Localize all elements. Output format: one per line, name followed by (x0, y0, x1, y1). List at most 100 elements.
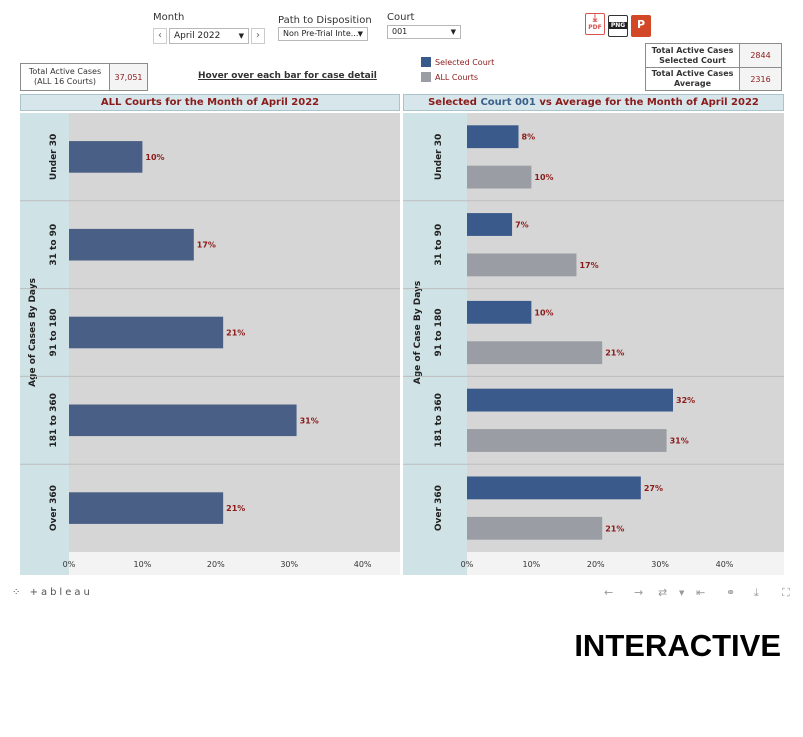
x-tick-label: 0% (461, 560, 474, 569)
bar (467, 125, 519, 149)
right-bar-chart: Age of Case By Days Under 30 8% 10% 31 to 90… (403, 113, 784, 575)
y-axis-title: Age of Cases By Days (28, 278, 38, 387)
month-dropdown-value: April 2022 (174, 31, 221, 41)
kpi-all-value: 37,051 (109, 64, 147, 90)
right-title-suffix: vs Average for the Month of April 2022 (535, 97, 759, 108)
path-dropdown[interactable]: Non Pre-Trial Inte... ▼ (278, 27, 368, 41)
bar-value-label: 21% (226, 504, 245, 513)
category-label: Under 30 (434, 134, 444, 180)
month-next-button[interactable]: › (251, 28, 265, 44)
x-tick-label: 10% (134, 560, 152, 569)
right-title-court: Court 001 (480, 97, 536, 108)
bar (69, 316, 224, 349)
tableau-brand: +ableau (29, 587, 93, 598)
x-tick-label: 30% (651, 560, 669, 569)
bar-value-label: 31% (300, 416, 319, 425)
bar-value-label: 10% (145, 153, 164, 162)
bar-value-label: 8% (522, 133, 536, 142)
legend-swatch-selected (421, 57, 431, 67)
download-icon[interactable]: ⤓ (754, 586, 759, 599)
revert-dropdown-icon[interactable]: ▼ (679, 589, 685, 597)
bar-value-label: 21% (605, 524, 624, 533)
x-tick-label: 20% (207, 560, 225, 569)
bar (467, 516, 603, 540)
bar (467, 476, 641, 500)
y-axis-band (20, 113, 69, 575)
x-axis-band (467, 552, 784, 575)
month-filter-label: Month (153, 12, 185, 23)
bar (69, 404, 297, 437)
bar-value-label: 7% (515, 221, 529, 230)
redo-icon[interactable]: → (634, 586, 644, 599)
interactive-banner: INTERACTIVE (574, 628, 781, 663)
kpi-average-value: 2316 (739, 68, 781, 90)
kpi-selected-average: Total Active Cases Selected Court 2844 T… (645, 43, 782, 91)
bar (69, 492, 224, 524)
bar-value-label: 31% (670, 436, 689, 445)
tableau-logo[interactable]: ⁘ +ableau (12, 587, 93, 598)
bar-value-label: 27% (644, 484, 663, 493)
reset-icon[interactable]: ⇤ (696, 586, 706, 599)
kpi-all-courts: Total Active Cases (ALL 16 Courts) 37,05… (20, 63, 148, 91)
bar-value-label: 17% (197, 241, 216, 250)
left-panel-title: ALL Courts for the Month of April 2022 (20, 94, 400, 111)
kpi-selected-label-1: Total Active Cases (651, 45, 734, 55)
pdf-label: PDF (588, 24, 602, 31)
category-label: 91 to 180 (49, 308, 59, 356)
bar-value-label: 10% (534, 308, 553, 317)
bar (467, 300, 532, 324)
category-label: 31 to 90 (434, 224, 444, 266)
category-label: 31 to 90 (49, 224, 59, 266)
powerpoint-export-icon[interactable]: P (631, 15, 651, 37)
revert-icon[interactable]: ⇄ (658, 586, 668, 599)
y-axis-band (403, 113, 467, 575)
left-bar-chart: Age of Cases By Days Under 30 10% 31 to 90 1… (20, 113, 400, 575)
fullscreen-icon[interactable]: ⛶ (782, 586, 790, 599)
x-tick-label: 40% (716, 560, 734, 569)
right-title-prefix: Selected (428, 97, 481, 108)
x-tick-label: 40% (354, 560, 372, 569)
path-filter-label: Path to Disposition (278, 15, 372, 26)
y-axis-title: Age of Case By Days (413, 281, 423, 385)
legend-all-courts[interactable]: ALL Courts (421, 72, 478, 82)
chevron-down-icon: ▼ (238, 32, 244, 40)
chevron-down-icon: ▼ (450, 28, 456, 36)
legend-label-all: ALL Courts (435, 72, 479, 82)
ppt-label: P (636, 18, 646, 31)
category-label: Over 360 (49, 485, 59, 531)
path-dropdown-value: Non Pre-Trial Inte... (283, 29, 359, 38)
bar (467, 213, 513, 236)
bar (69, 228, 194, 261)
category-label: 181 to 360 (434, 393, 444, 447)
legend-selected-court[interactable]: Selected Court (421, 57, 494, 67)
share-icon[interactable]: ⚭ (726, 586, 736, 599)
pdf-export-icon[interactable]: ⤓ PDF (585, 13, 605, 35)
undo-icon[interactable]: ← (604, 586, 614, 599)
kpi-all-label-1: Total Active Cases (28, 67, 102, 76)
bar-value-label: 21% (605, 349, 624, 358)
bar (467, 165, 532, 189)
bar (467, 429, 667, 452)
bar (467, 253, 577, 277)
bar-value-label: 10% (534, 173, 553, 182)
kpi-selected-value: 2844 (739, 44, 781, 68)
category-label: Under 30 (49, 134, 59, 180)
png-export-icon[interactable]: PNG (608, 15, 628, 37)
category-label: 181 to 360 (49, 393, 59, 447)
png-label: PNG (609, 22, 627, 29)
x-tick-label: 20% (587, 560, 605, 569)
kpi-average-label-2: Average (673, 79, 712, 88)
month-dropdown[interactable]: April 2022 ▼ (169, 28, 249, 44)
category-label: 91 to 180 (434, 308, 444, 356)
month-prev-button[interactable]: ‹ (153, 28, 167, 44)
legend-label-selected: Selected Court (435, 57, 495, 67)
court-dropdown[interactable]: 001 ▼ (387, 25, 461, 39)
bar-value-label: 32% (676, 396, 695, 405)
kpi-all-label-2: (ALL 16 Courts) (33, 77, 97, 86)
bar (467, 341, 603, 365)
x-tick-label: 10% (522, 560, 540, 569)
court-dropdown-value: 001 (392, 27, 408, 36)
legend-swatch-all (421, 72, 431, 82)
bar (69, 141, 143, 173)
court-filter-label: Court (387, 12, 415, 23)
